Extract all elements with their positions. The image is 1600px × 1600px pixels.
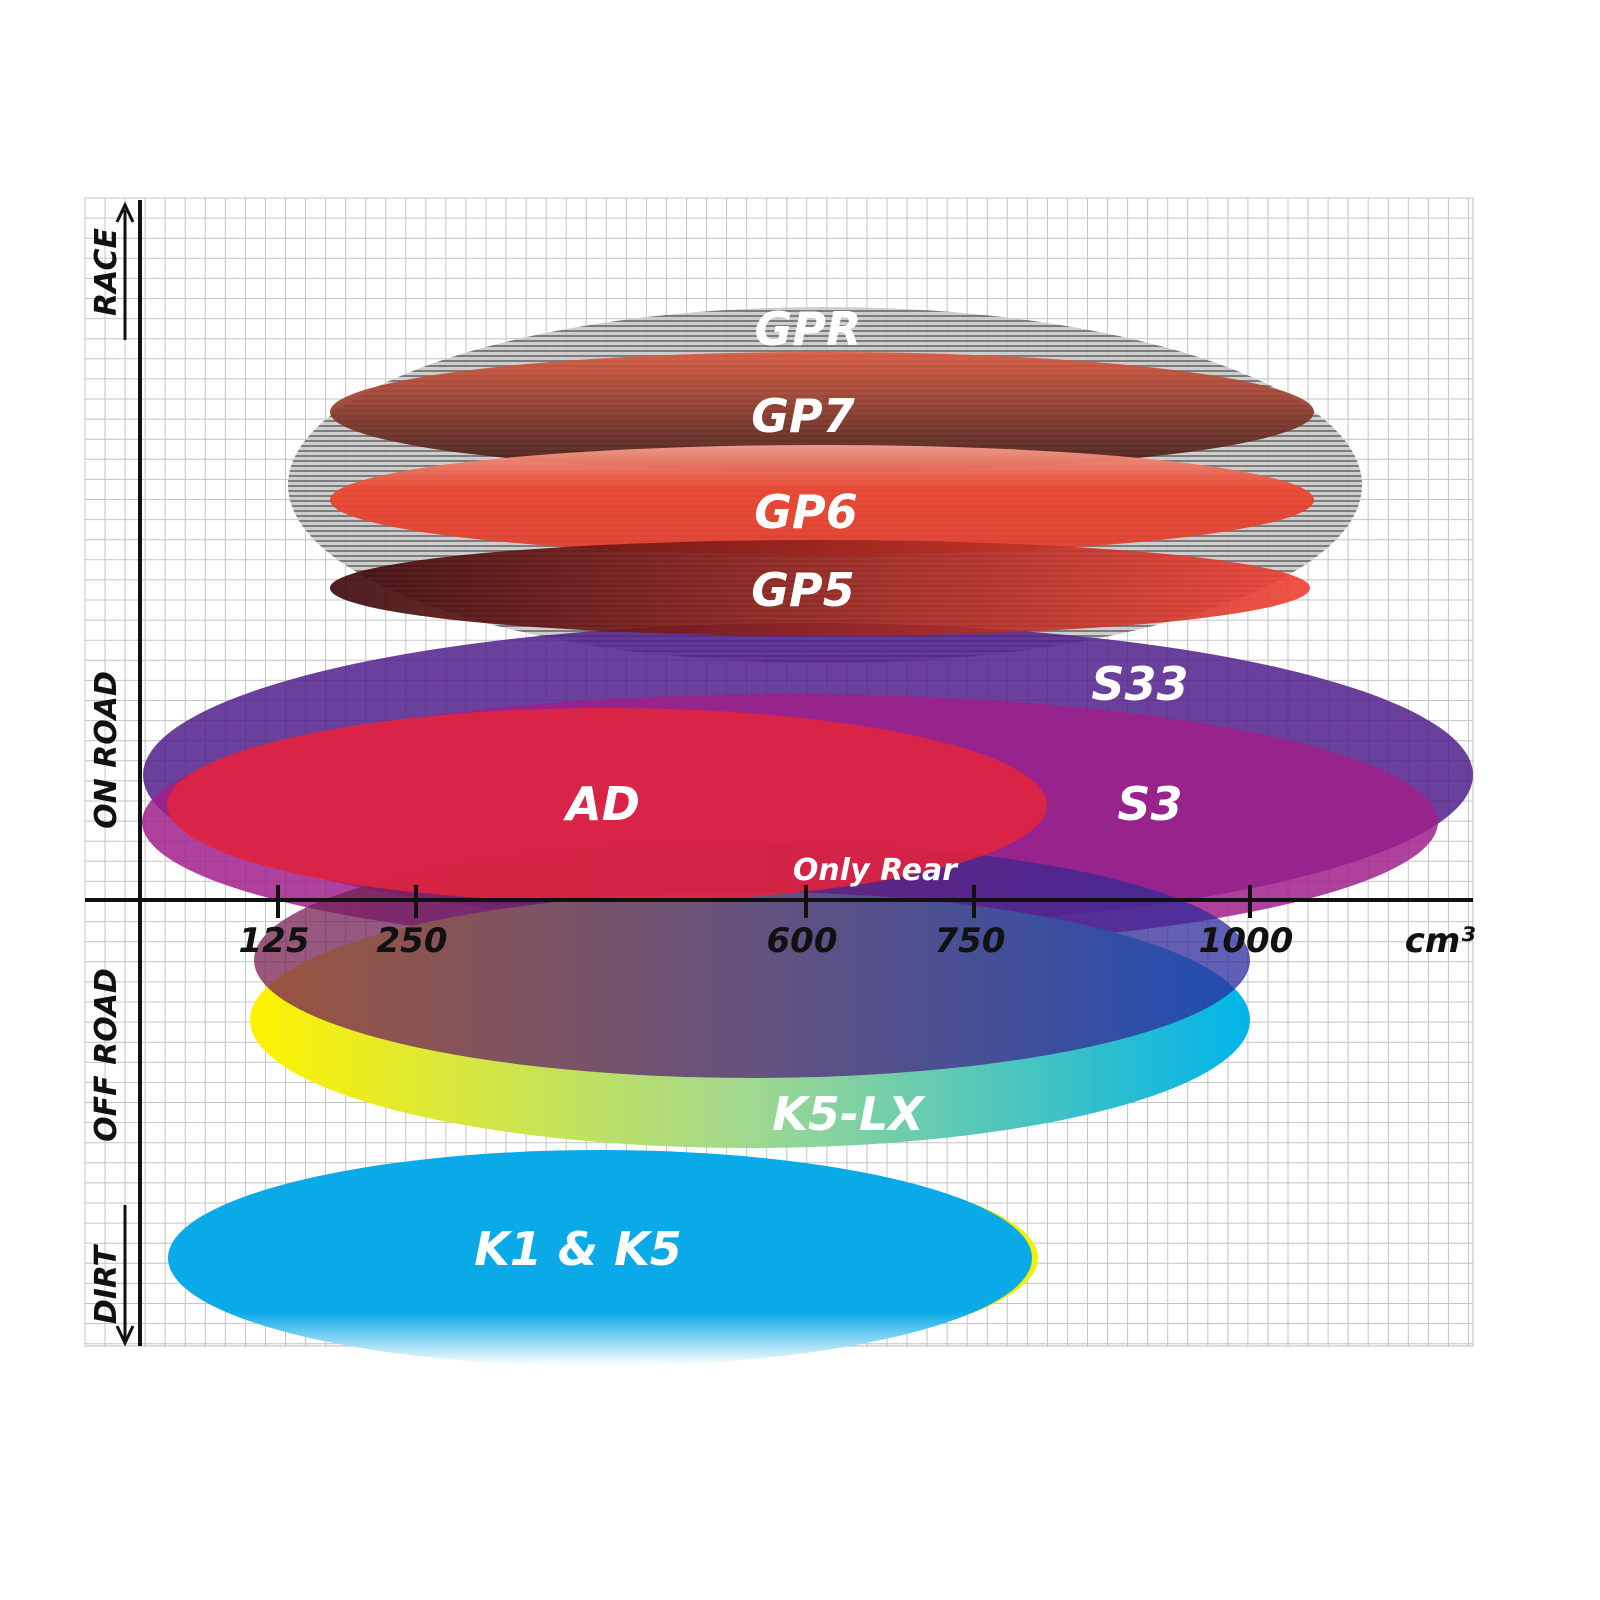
y-zone-label: DIRT <box>89 1243 124 1324</box>
y-zone-label: ON ROAD <box>89 671 124 829</box>
x-tick-label: 1000 <box>1199 921 1294 961</box>
x-tick-label: 125 <box>239 921 310 961</box>
x-axis-label: cm³ <box>1405 921 1476 961</box>
ellipse-gp7 <box>330 352 1314 472</box>
label-s3: S3 <box>1117 777 1182 831</box>
x-tick-label: 250 <box>377 921 448 961</box>
label-only-rear: Only Rear <box>793 853 959 888</box>
label-k1-k5: K1 & K5 <box>474 1222 681 1276</box>
y-zone-label: OFF ROAD <box>89 968 124 1142</box>
y-zone-label: RACE <box>89 228 124 316</box>
ellipse-gp5 <box>330 540 1310 636</box>
arrow-up-icon <box>115 201 135 340</box>
x-tick-label: 600 <box>767 921 838 961</box>
label-gpr: GPR <box>755 302 862 356</box>
label-gp7: GP7 <box>751 389 854 443</box>
ellipse-ad <box>167 708 1047 902</box>
arrow-down-icon <box>115 1205 135 1347</box>
label-ad: AD <box>563 777 640 831</box>
label-gp6: GP6 <box>754 485 857 539</box>
label-k5-lx: K5-LX <box>772 1087 926 1141</box>
ellipse-k1-k5 <box>168 1150 1032 1366</box>
x-tick-label: 750 <box>935 921 1006 961</box>
label-s33: S33 <box>1091 657 1188 711</box>
ellipse-gp6 <box>330 445 1314 555</box>
label-gp5: GP5 <box>751 563 854 617</box>
